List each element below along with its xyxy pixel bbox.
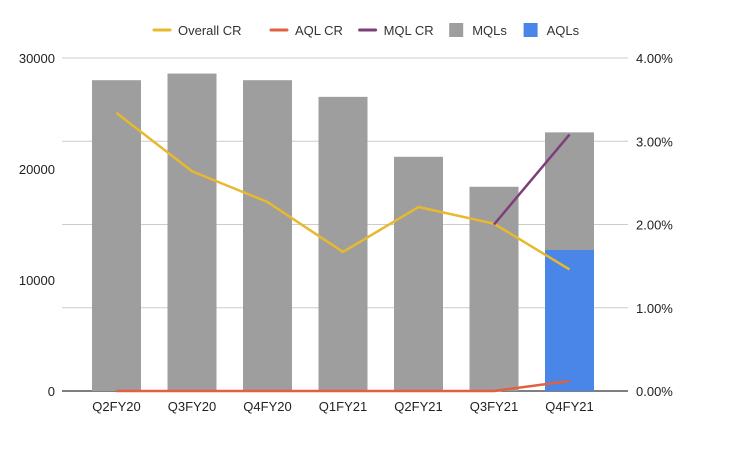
x-tick-label: Q4FY20 <box>243 399 291 414</box>
legend: Overall CR AQL CR MQL CR MQLs AQLs <box>152 23 580 38</box>
y-right-tick-label: 2.00% <box>636 218 673 233</box>
y-left-tick-label: 20000 <box>19 162 55 177</box>
bars <box>92 73 594 391</box>
x-tick-label: Q3FY21 <box>470 399 518 414</box>
y-right-tick-label: 4.00% <box>636 51 673 66</box>
legend-item: MQL CR <box>358 23 434 38</box>
mqls-bar <box>92 80 141 391</box>
aql-cr-line <box>116 379 570 393</box>
mqls-bar <box>394 156 443 391</box>
legend-label: AQL CR <box>295 23 343 38</box>
y-left-tick-label: 0 <box>48 384 55 399</box>
legend-box-swatch <box>449 23 464 37</box>
x-tick-label: Q1FY21 <box>319 399 367 414</box>
mqls-bar <box>318 96 368 391</box>
legend-item: MQLs <box>449 23 507 38</box>
mqls-bar <box>469 186 519 391</box>
legend-box-swatch <box>523 23 538 37</box>
legend-label: AQLs <box>547 23 580 38</box>
x-tick-label: Q2FY20 <box>92 399 140 414</box>
y-left-tick-label: 10000 <box>19 273 55 288</box>
y-right-tick-label: 1.00% <box>636 301 673 316</box>
x-tick-label: Q2FY21 <box>394 399 442 414</box>
legend-item: AQL CR <box>269 23 343 38</box>
legend-item: AQLs <box>523 23 580 38</box>
lines <box>115 111 571 393</box>
x-tick-label: Q4FY21 <box>545 399 593 414</box>
legend-label: Overall CR <box>178 23 242 38</box>
mqls-bar <box>167 73 217 391</box>
y-right-tick-label: 3.00% <box>636 134 673 149</box>
axes: 0 10000 20000 30000 0.00% 1.00% 2.00% 3.00% 4.00… <box>19 51 673 414</box>
y-right-tick-label: 0.00% <box>636 384 673 399</box>
legend-label: MQL CR <box>384 23 434 38</box>
y-left-tick-label: 30000 <box>19 51 55 66</box>
mqls-bar <box>243 80 292 391</box>
legend-item: Overall CR <box>152 23 242 38</box>
mql-cr-line <box>493 133 571 226</box>
aqls-bar <box>545 250 594 391</box>
x-tick-label: Q3FY20 <box>168 399 216 414</box>
legend-label: MQLs <box>472 23 507 38</box>
